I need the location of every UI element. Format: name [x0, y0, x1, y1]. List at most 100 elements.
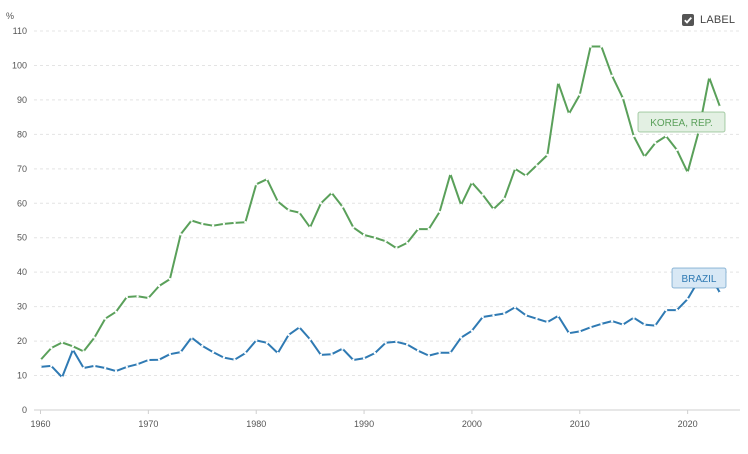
data-point-korea-rep[interactable]: [427, 227, 430, 231]
data-point-korea-rep[interactable]: [179, 233, 182, 236]
data-point-korea-rep[interactable]: [233, 221, 236, 225]
data-point-brazil[interactable]: [308, 338, 312, 341]
data-point-brazil[interactable]: [654, 324, 657, 327]
data-point-korea-rep[interactable]: [578, 93, 581, 96]
data-point-brazil[interactable]: [287, 333, 290, 337]
data-point-brazil[interactable]: [341, 347, 344, 350]
data-point-korea-rep[interactable]: [352, 226, 355, 229]
data-point-korea-rep[interactable]: [298, 211, 301, 214]
data-point-brazil[interactable]: [621, 323, 625, 326]
data-point-brazil[interactable]: [60, 376, 64, 379]
data-point-brazil[interactable]: [632, 316, 635, 319]
data-point-brazil[interactable]: [50, 364, 53, 368]
data-point-korea-rep[interactable]: [136, 295, 139, 298]
data-point-korea-rep[interactable]: [438, 210, 441, 214]
data-point-brazil[interactable]: [82, 366, 85, 370]
data-point-brazil[interactable]: [503, 312, 506, 315]
data-point-brazil[interactable]: [104, 366, 107, 370]
data-point-korea-rep[interactable]: [654, 141, 657, 145]
data-point-korea-rep[interactable]: [546, 153, 549, 157]
data-point-brazil[interactable]: [265, 341, 269, 344]
data-point-korea-rep[interactable]: [114, 310, 118, 313]
data-point-korea-rep[interactable]: [190, 219, 193, 222]
data-point-korea-rep[interactable]: [168, 277, 172, 281]
data-point-korea-rep[interactable]: [459, 203, 463, 207]
data-point-korea-rep[interactable]: [319, 202, 323, 205]
data-point-brazil[interactable]: [535, 317, 538, 320]
data-point-korea-rep[interactable]: [341, 205, 344, 208]
data-point-korea-rep[interactable]: [93, 336, 96, 339]
data-point-korea-rep[interactable]: [211, 224, 215, 227]
data-point-brazil[interactable]: [276, 351, 279, 355]
data-point-korea-rep[interactable]: [222, 222, 226, 226]
data-point-korea-rep[interactable]: [589, 45, 592, 48]
data-point-korea-rep[interactable]: [492, 207, 495, 211]
data-point-korea-rep[interactable]: [60, 341, 64, 344]
data-point-brazil[interactable]: [71, 348, 75, 351]
data-point-brazil[interactable]: [675, 308, 679, 312]
data-point-korea-rep[interactable]: [470, 181, 474, 184]
data-point-brazil[interactable]: [610, 319, 614, 323]
data-point-brazil[interactable]: [362, 357, 366, 360]
data-point-korea-rep[interactable]: [362, 233, 366, 237]
data-point-brazil[interactable]: [395, 340, 398, 343]
data-point-brazil[interactable]: [557, 314, 560, 318]
data-point-korea-rep[interactable]: [406, 241, 409, 245]
data-point-brazil[interactable]: [427, 354, 430, 357]
data-point-brazil[interactable]: [179, 350, 182, 354]
data-point-brazil[interactable]: [449, 351, 452, 354]
data-point-brazil[interactable]: [298, 326, 301, 329]
data-point-korea-rep[interactable]: [481, 193, 484, 196]
data-point-brazil[interactable]: [211, 350, 215, 354]
data-point-brazil[interactable]: [664, 308, 668, 312]
data-point-korea-rep[interactable]: [157, 284, 161, 288]
data-point-korea-rep[interactable]: [686, 171, 689, 174]
data-point-brazil[interactable]: [157, 358, 161, 361]
label-toggle[interactable]: LABEL: [682, 14, 735, 26]
data-point-brazil[interactable]: [39, 365, 42, 369]
data-point-korea-rep[interactable]: [71, 345, 75, 348]
data-point-korea-rep[interactable]: [718, 105, 722, 109]
data-point-brazil[interactable]: [546, 320, 549, 324]
data-point-korea-rep[interactable]: [104, 317, 107, 320]
data-point-korea-rep[interactable]: [708, 76, 711, 79]
data-point-brazil[interactable]: [384, 341, 387, 344]
data-point-korea-rep[interactable]: [125, 295, 128, 299]
data-point-korea-rep[interactable]: [255, 183, 258, 186]
data-point-korea-rep[interactable]: [82, 350, 85, 353]
data-point-brazil[interactable]: [255, 339, 258, 342]
data-point-brazil[interactable]: [244, 351, 247, 355]
data-point-korea-rep[interactable]: [384, 240, 387, 243]
data-point-korea-rep[interactable]: [201, 222, 204, 226]
data-point-korea-rep[interactable]: [513, 167, 517, 170]
data-point-korea-rep[interactable]: [373, 236, 377, 239]
data-point-korea-rep[interactable]: [557, 81, 560, 84]
data-point-korea-rep[interactable]: [664, 134, 668, 138]
data-point-brazil[interactable]: [513, 306, 517, 309]
data-point-brazil[interactable]: [481, 315, 484, 319]
data-point-brazil[interactable]: [406, 343, 409, 346]
data-point-brazil[interactable]: [233, 358, 236, 361]
data-point-brazil[interactable]: [93, 364, 96, 368]
data-point-korea-rep[interactable]: [621, 97, 625, 100]
data-point-korea-rep[interactable]: [39, 358, 42, 362]
data-point-brazil[interactable]: [459, 336, 463, 339]
data-point-brazil[interactable]: [686, 297, 689, 301]
data-point-brazil[interactable]: [438, 351, 441, 354]
data-point-brazil[interactable]: [600, 322, 603, 326]
data-point-korea-rep[interactable]: [600, 45, 603, 48]
data-point-korea-rep[interactable]: [287, 209, 290, 212]
data-point-korea-rep[interactable]: [567, 112, 571, 115]
data-point-brazil[interactable]: [373, 351, 377, 355]
data-point-brazil[interactable]: [524, 314, 528, 317]
data-point-korea-rep[interactable]: [632, 134, 635, 138]
data-point-brazil[interactable]: [492, 314, 495, 317]
data-point-korea-rep[interactable]: [503, 197, 506, 200]
data-point-korea-rep[interactable]: [147, 296, 150, 300]
data-point-brazil[interactable]: [125, 365, 128, 369]
checkbox-checked-icon[interactable]: [682, 14, 694, 26]
data-point-korea-rep[interactable]: [610, 74, 614, 78]
data-point-brazil[interactable]: [190, 336, 193, 339]
data-point-brazil[interactable]: [416, 349, 420, 352]
data-point-korea-rep[interactable]: [50, 346, 53, 350]
